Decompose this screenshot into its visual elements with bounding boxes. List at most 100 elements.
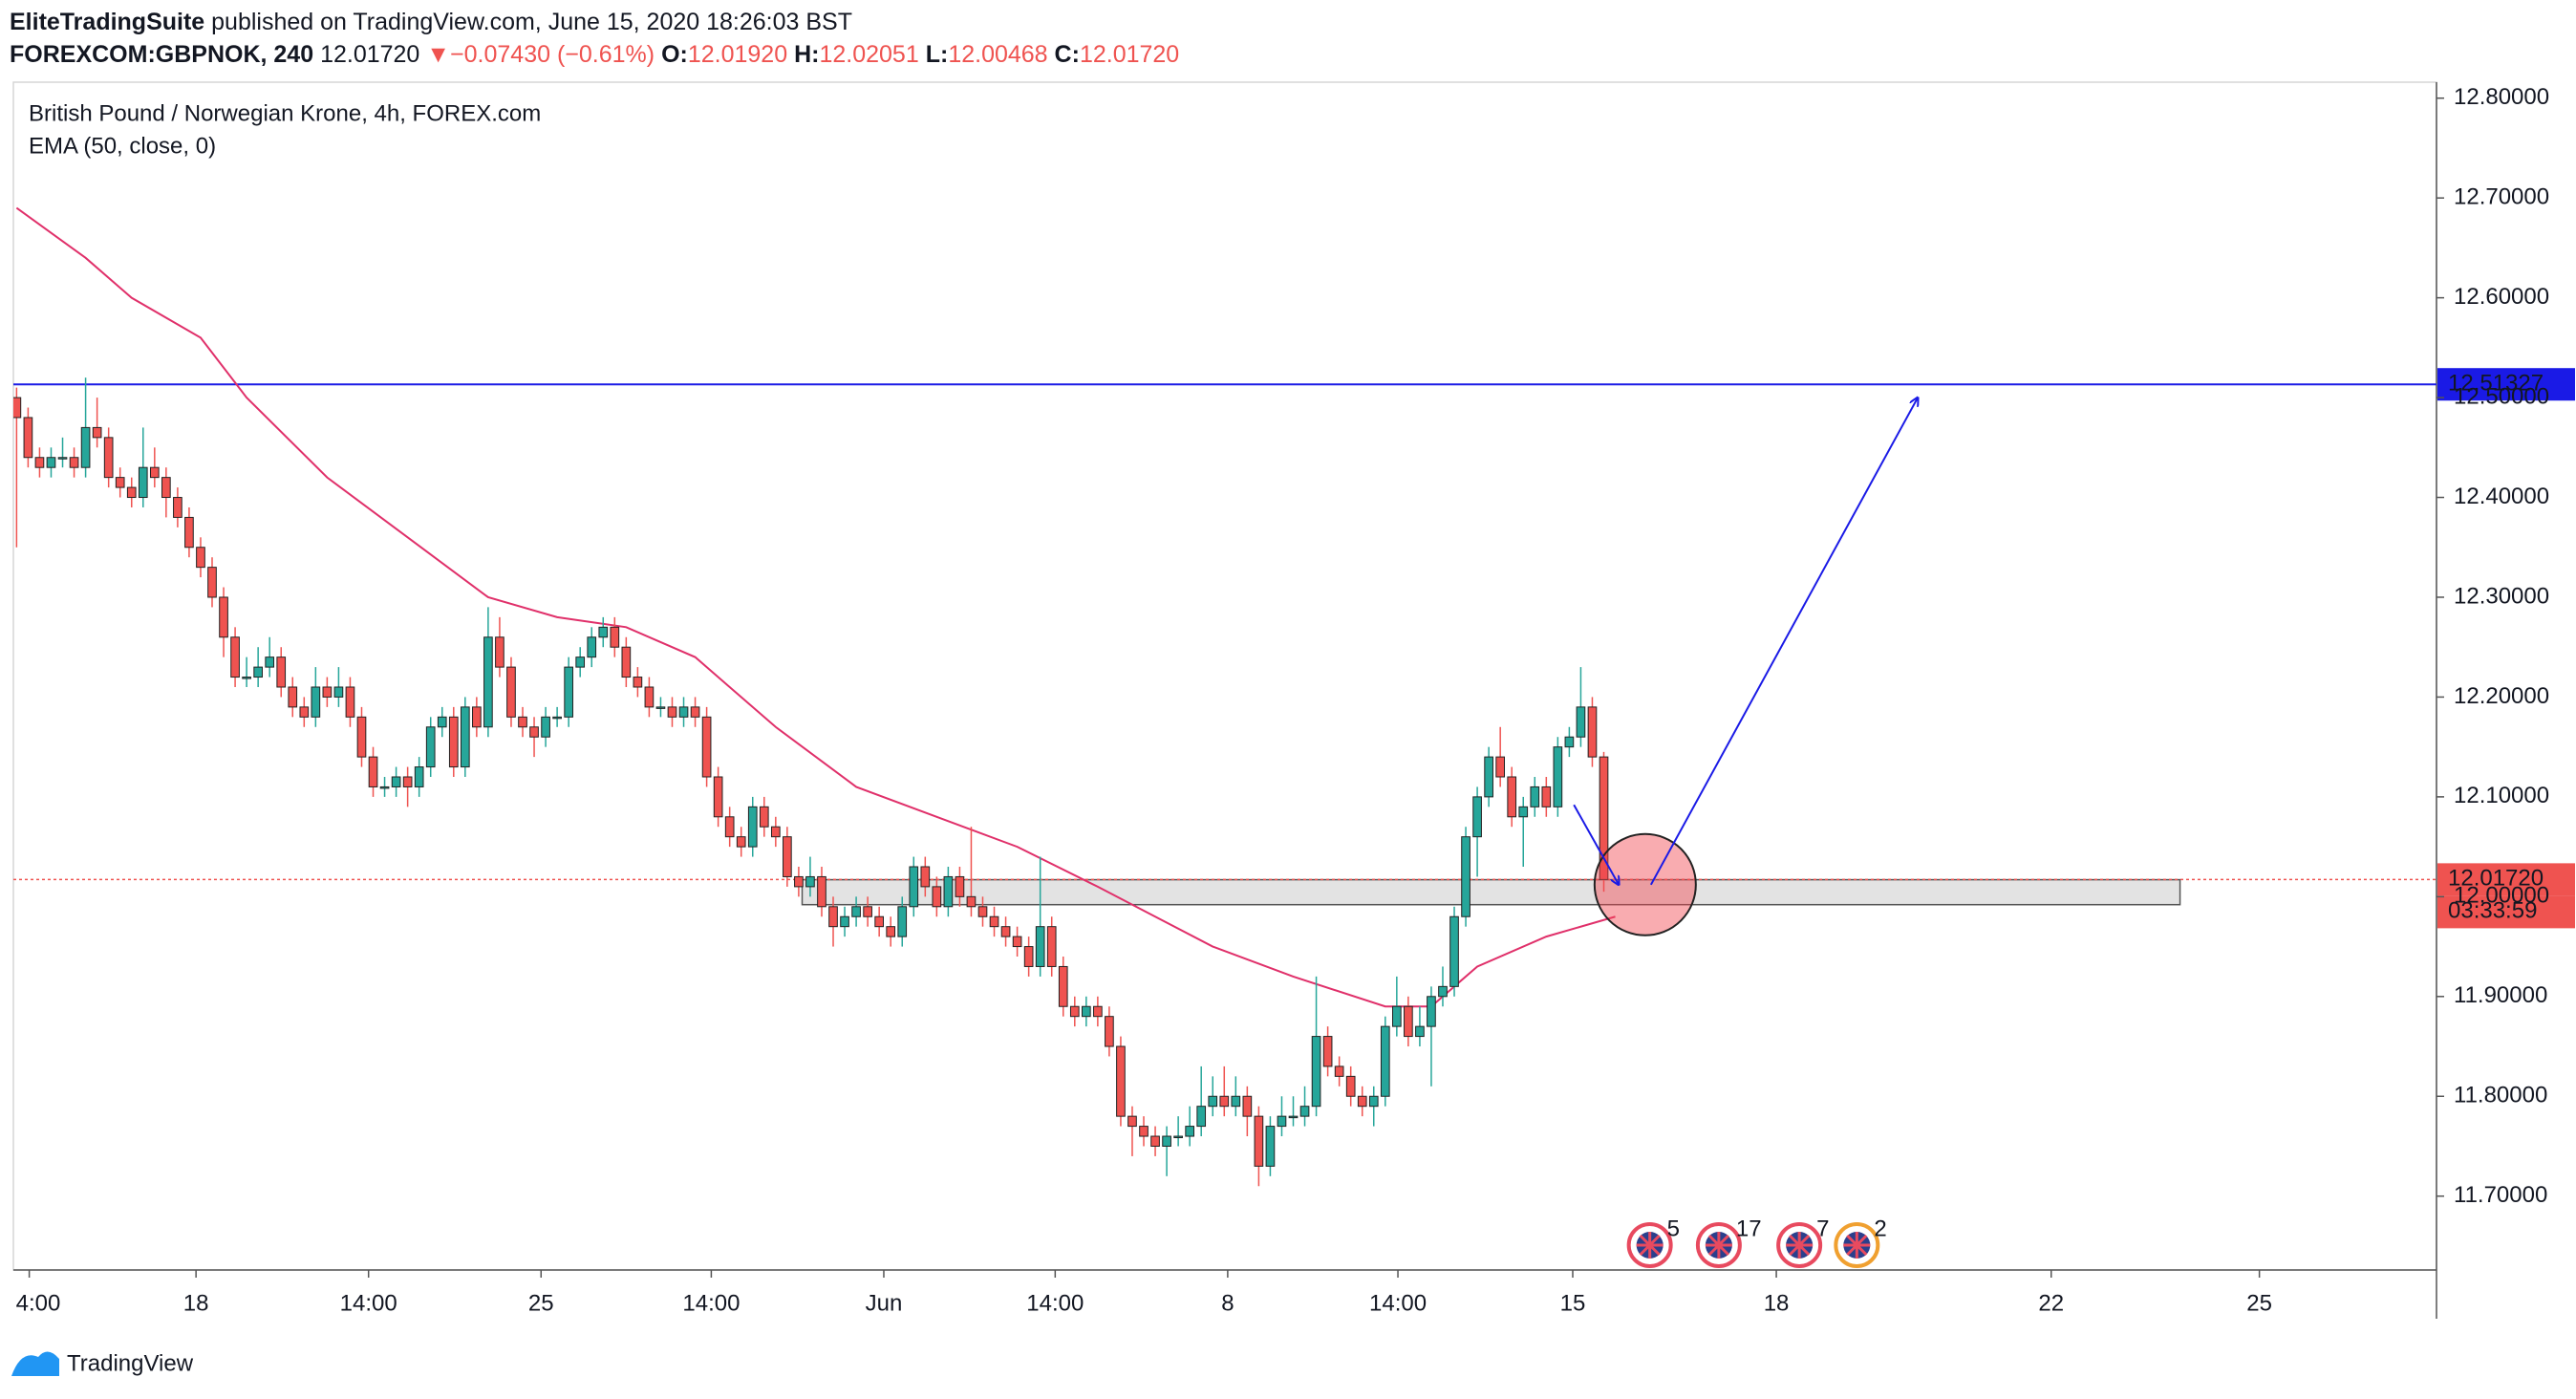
hline-label: 12.51327 bbox=[2448, 371, 2544, 397]
last: 12.01720 bbox=[320, 41, 419, 68]
candle-body bbox=[288, 686, 298, 708]
candle-body bbox=[448, 716, 459, 768]
candle-body bbox=[552, 716, 562, 720]
highlight-circle bbox=[1593, 832, 1697, 936]
candle-body bbox=[460, 706, 470, 768]
candle-body bbox=[701, 716, 712, 778]
candle-body bbox=[759, 806, 769, 828]
candle-body bbox=[1576, 706, 1586, 738]
candle-body bbox=[909, 866, 919, 908]
y-tick-label: 11.90000 bbox=[2454, 982, 2547, 1008]
candle-body bbox=[678, 706, 689, 718]
candle-body bbox=[437, 716, 447, 728]
candle-body bbox=[414, 766, 424, 787]
candle-body bbox=[276, 656, 287, 688]
candle-body bbox=[1564, 736, 1575, 748]
candle-body bbox=[1069, 1005, 1080, 1018]
candle-body bbox=[173, 497, 182, 518]
candle-body bbox=[805, 875, 815, 888]
candle-body bbox=[541, 716, 550, 738]
candle-body bbox=[724, 816, 735, 838]
candle-body bbox=[1368, 1095, 1379, 1108]
candle-body bbox=[1334, 1065, 1344, 1077]
candle-body bbox=[207, 567, 217, 598]
candle-body bbox=[840, 915, 849, 928]
candle-body bbox=[633, 677, 643, 688]
event-count: 2 bbox=[1874, 1216, 1886, 1241]
candle-body bbox=[1357, 1095, 1367, 1108]
candle-body bbox=[1150, 1135, 1160, 1147]
y-tick-label: 12.40000 bbox=[2454, 484, 2549, 509]
arrow bbox=[1573, 804, 1619, 885]
candle-body bbox=[1219, 1095, 1230, 1108]
x-tick-label: 25 bbox=[2246, 1290, 2272, 1316]
x-tick-label: 14:00 bbox=[1369, 1290, 1427, 1316]
candle-body bbox=[529, 726, 539, 738]
candle-body bbox=[932, 886, 942, 908]
candle-body bbox=[425, 726, 436, 768]
candle-body bbox=[1093, 1005, 1103, 1018]
candle-body bbox=[483, 636, 493, 728]
candle-body bbox=[610, 626, 620, 648]
candle-body bbox=[1058, 965, 1068, 1007]
candle-body bbox=[1139, 1126, 1148, 1137]
event-icon: 17 bbox=[1695, 1216, 1762, 1268]
candle-body bbox=[1404, 1005, 1413, 1038]
candle-body bbox=[402, 776, 413, 787]
candle-body bbox=[943, 875, 954, 908]
footer-brand: TradingView bbox=[67, 1350, 194, 1376]
publisher: EliteTradingSuite bbox=[10, 9, 204, 35]
candle-body bbox=[322, 686, 333, 698]
candle-body bbox=[1105, 1016, 1114, 1047]
candle-body bbox=[13, 397, 22, 419]
candle-body bbox=[1427, 996, 1436, 1027]
candle-body bbox=[794, 875, 804, 888]
header-line: EliteTradingSuite published on TradingVi… bbox=[10, 9, 852, 35]
arrow: ▼ bbox=[426, 41, 450, 68]
x-tick-label: 8 bbox=[1221, 1290, 1234, 1316]
l: 12.00468 bbox=[948, 41, 1047, 68]
overlay: 12.51327 12.01720 03:33:59 bbox=[2437, 368, 2575, 929]
o: 12.01920 bbox=[688, 41, 787, 68]
candle-body bbox=[655, 706, 666, 709]
ema-legend: EMA (50, close, 0) bbox=[29, 133, 216, 159]
candle-body bbox=[1012, 936, 1022, 948]
zone bbox=[801, 878, 2181, 906]
candle-body bbox=[874, 915, 884, 928]
candle-body bbox=[736, 836, 746, 848]
candle-body bbox=[1345, 1075, 1356, 1097]
candle-body bbox=[1438, 985, 1448, 998]
candle-body bbox=[115, 477, 125, 488]
candle-body bbox=[1231, 1095, 1241, 1108]
c-label: C: bbox=[1055, 41, 1080, 68]
candle-body bbox=[356, 716, 367, 758]
event-icon: 5 bbox=[1626, 1216, 1680, 1268]
x-tick-label: 25 bbox=[528, 1290, 554, 1316]
h: 12.02051 bbox=[819, 41, 918, 68]
candle-body bbox=[1081, 1005, 1091, 1018]
x-tick-label: 4:00 bbox=[16, 1290, 61, 1316]
candle-body bbox=[966, 895, 977, 908]
candle-body bbox=[1277, 1115, 1287, 1128]
candle-body bbox=[506, 666, 516, 718]
event-icon: 7 bbox=[1776, 1216, 1829, 1268]
y-tick-label: 11.80000 bbox=[2454, 1083, 2547, 1108]
symbol: FOREXCOM:GBPNOK, 240 bbox=[10, 41, 313, 68]
candle-body bbox=[886, 926, 896, 937]
c: 12.01720 bbox=[1080, 41, 1179, 68]
candle-body bbox=[219, 596, 228, 638]
candle-body bbox=[690, 706, 700, 718]
x-tick-label: 14:00 bbox=[1026, 1290, 1084, 1316]
y-tick-label: 12.10000 bbox=[2454, 783, 2549, 808]
last-price-label-countdown: 03:33:59 bbox=[2448, 898, 2537, 924]
candle-body bbox=[1265, 1126, 1276, 1167]
y-tick-label: 12.00000 bbox=[2454, 883, 2549, 909]
candle-body bbox=[783, 836, 792, 877]
candle-body bbox=[311, 686, 321, 718]
candle-body bbox=[1322, 1036, 1333, 1067]
candle-body bbox=[518, 716, 527, 728]
x-tick-label: 14:00 bbox=[340, 1290, 397, 1316]
candle-body bbox=[57, 457, 68, 460]
candle-body bbox=[817, 875, 826, 908]
